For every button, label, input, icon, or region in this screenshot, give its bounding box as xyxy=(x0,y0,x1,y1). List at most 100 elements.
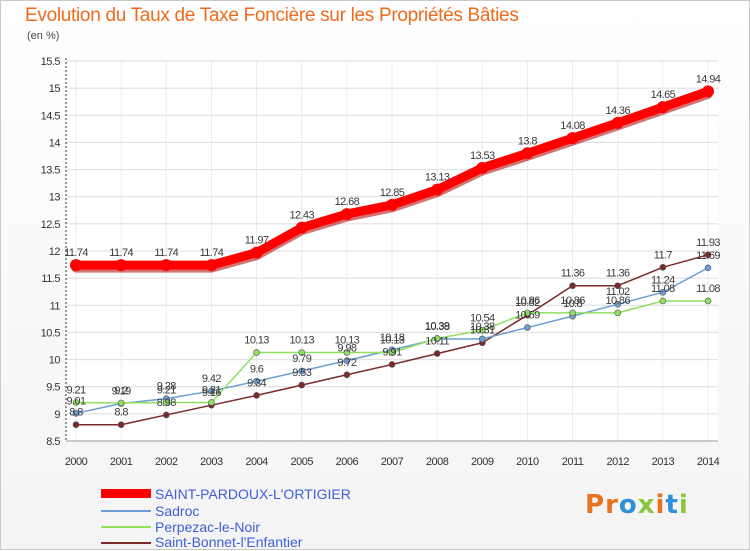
data-point-saint-pardoux xyxy=(476,161,489,174)
logo-letter: o xyxy=(618,490,638,520)
data-point-perpezac xyxy=(433,335,441,342)
data-point-sadroc xyxy=(208,387,215,395)
data-point-perpezac xyxy=(614,309,622,317)
data-point-saint-bonnet xyxy=(659,263,667,271)
data-label-saint-bonnet: 9.34 xyxy=(247,377,266,389)
logo-letter: P xyxy=(585,490,606,520)
data-point-saint-pardoux xyxy=(611,116,624,129)
data-label-saint-bonnet: 10.31 xyxy=(470,325,495,337)
y-tick-label: 14.5 xyxy=(41,110,61,122)
data-point-saint-pardoux xyxy=(70,259,82,272)
data-point-saint-bonnet xyxy=(117,421,125,429)
data-label-perpezac: 11.08 xyxy=(696,283,720,295)
data-point-sadroc xyxy=(614,300,622,308)
data-label-perpezac: 9.21 xyxy=(66,384,85,396)
data-label-perpezac: 9.21 xyxy=(157,384,176,396)
data-point-saint-bonnet xyxy=(253,392,260,399)
data-label-perpezac: 10.13 xyxy=(289,335,314,347)
data-label-sadroc: 9.6 xyxy=(250,363,264,375)
y-tick-label: 8.5 xyxy=(46,436,60,448)
logo-letter: r xyxy=(605,490,619,520)
data-label-sadroc: 11.69 xyxy=(696,250,720,262)
unit-label: (en %) xyxy=(27,30,60,42)
data-label-saint-pardoux: 11.74 xyxy=(154,247,178,259)
data-point-saint-pardoux xyxy=(340,208,353,221)
y-tick-label: 9 xyxy=(54,409,60,421)
x-tick-label: 2006 xyxy=(336,456,359,468)
y-tick-label: 15.5 xyxy=(41,56,61,68)
data-label-saint-bonnet: 9.91 xyxy=(382,346,401,358)
data-label-sadroc: 10.8 xyxy=(563,298,582,310)
data-label-perpezac: 10.86 xyxy=(560,295,585,307)
data-point-perpezac xyxy=(524,309,531,317)
data-point-perpezac xyxy=(162,399,170,406)
data-label-saint-bonnet: 8.8 xyxy=(114,407,128,419)
data-label-saint-pardoux: 12.85 xyxy=(380,187,405,199)
data-point-sadroc xyxy=(704,264,712,272)
data-label-sadroc: 10.38 xyxy=(425,321,450,333)
data-point-sadroc xyxy=(343,357,351,364)
data-label-saint-pardoux: 14.65 xyxy=(651,89,676,101)
data-point-sadroc xyxy=(524,324,531,331)
logo-letter: x xyxy=(637,490,656,520)
y-tick-label: 15 xyxy=(49,83,61,95)
legend-swatch-sadroc xyxy=(101,510,151,512)
data-point-saint-bonnet xyxy=(343,371,351,379)
y-tick-label: 14 xyxy=(49,137,61,149)
y-tick-label: 9.5 xyxy=(46,382,60,394)
data-label-saint-pardoux: 11.74 xyxy=(64,247,88,259)
data-point-saint-pardoux xyxy=(160,259,173,272)
data-label-sadroc: 9.79 xyxy=(292,353,311,365)
data-label-saint-pardoux: 14.08 xyxy=(560,120,585,132)
x-tick-label: 2009 xyxy=(471,456,494,468)
data-label-saint-pardoux: 11.74 xyxy=(200,247,224,259)
y-tick-label: 13 xyxy=(49,192,61,204)
data-point-saint-bonnet xyxy=(569,282,576,290)
logo-letter: i xyxy=(678,490,689,520)
data-label-sadroc: 9.28 xyxy=(157,381,176,393)
data-point-saint-bonnet xyxy=(433,350,441,357)
data-label-saint-bonnet: 9.72 xyxy=(337,357,356,369)
data-point-sadroc xyxy=(478,335,486,343)
data-point-sadroc xyxy=(659,288,667,296)
data-point-perpezac xyxy=(117,399,125,407)
legend-label-sadroc: Sadroc xyxy=(155,503,200,519)
x-tick-label: 2014 xyxy=(697,456,720,468)
data-label-sadroc: 10.18 xyxy=(380,332,405,344)
data-point-perpezac xyxy=(659,297,667,305)
data-label-perpezac: 10.13 xyxy=(335,335,360,347)
legend-swatch-perpezac xyxy=(101,526,151,528)
x-tick-label: 2012 xyxy=(606,456,629,468)
data-label-saint-pardoux: 13.8 xyxy=(518,135,537,147)
data-label-saint-bonnet: 10.82 xyxy=(515,297,540,309)
data-label-saint-pardoux: 14.94 xyxy=(696,73,721,85)
data-label-perpezac: 10.13 xyxy=(244,335,269,347)
x-tick-label: 2004 xyxy=(245,456,268,468)
data-point-saint-pardoux xyxy=(205,259,218,272)
data-label-sadroc: 9.01 xyxy=(66,395,85,407)
data-point-saint-pardoux xyxy=(250,246,263,259)
data-point-saint-bonnet xyxy=(388,361,396,368)
data-label-sadroc: 9.42 xyxy=(202,373,221,385)
data-label-saint-pardoux: 14.36 xyxy=(605,105,630,117)
y-tick-label: 12 xyxy=(49,246,61,258)
data-point-saint-pardoux xyxy=(656,101,669,114)
data-point-saint-bonnet xyxy=(298,381,306,389)
data-label-saint-bonnet: 11.36 xyxy=(561,268,585,280)
data-point-perpezac xyxy=(72,399,80,406)
data-point-perpezac xyxy=(478,326,486,334)
x-tick-label: 2007 xyxy=(381,456,404,468)
data-label-perpezac: 9.21 xyxy=(202,384,221,396)
data-point-saint-pardoux xyxy=(566,132,579,145)
x-tick-label: 2001 xyxy=(110,456,133,468)
legend-swatch-saint-pardoux xyxy=(101,489,151,498)
logo-letter: i xyxy=(655,490,666,520)
data-label-sadroc: 11.24 xyxy=(651,274,675,286)
data-label-perpezac: 10.13 xyxy=(380,335,405,347)
x-tick-label: 2005 xyxy=(290,456,313,468)
data-label-saint-bonnet: 9.16 xyxy=(202,387,221,399)
data-point-saint-pardoux xyxy=(386,198,398,211)
legend-label-perpezac: Perpezac-le-Noir xyxy=(155,519,261,535)
y-tick-label: 12.5 xyxy=(41,219,61,231)
data-point-saint-bonnet xyxy=(704,251,712,259)
